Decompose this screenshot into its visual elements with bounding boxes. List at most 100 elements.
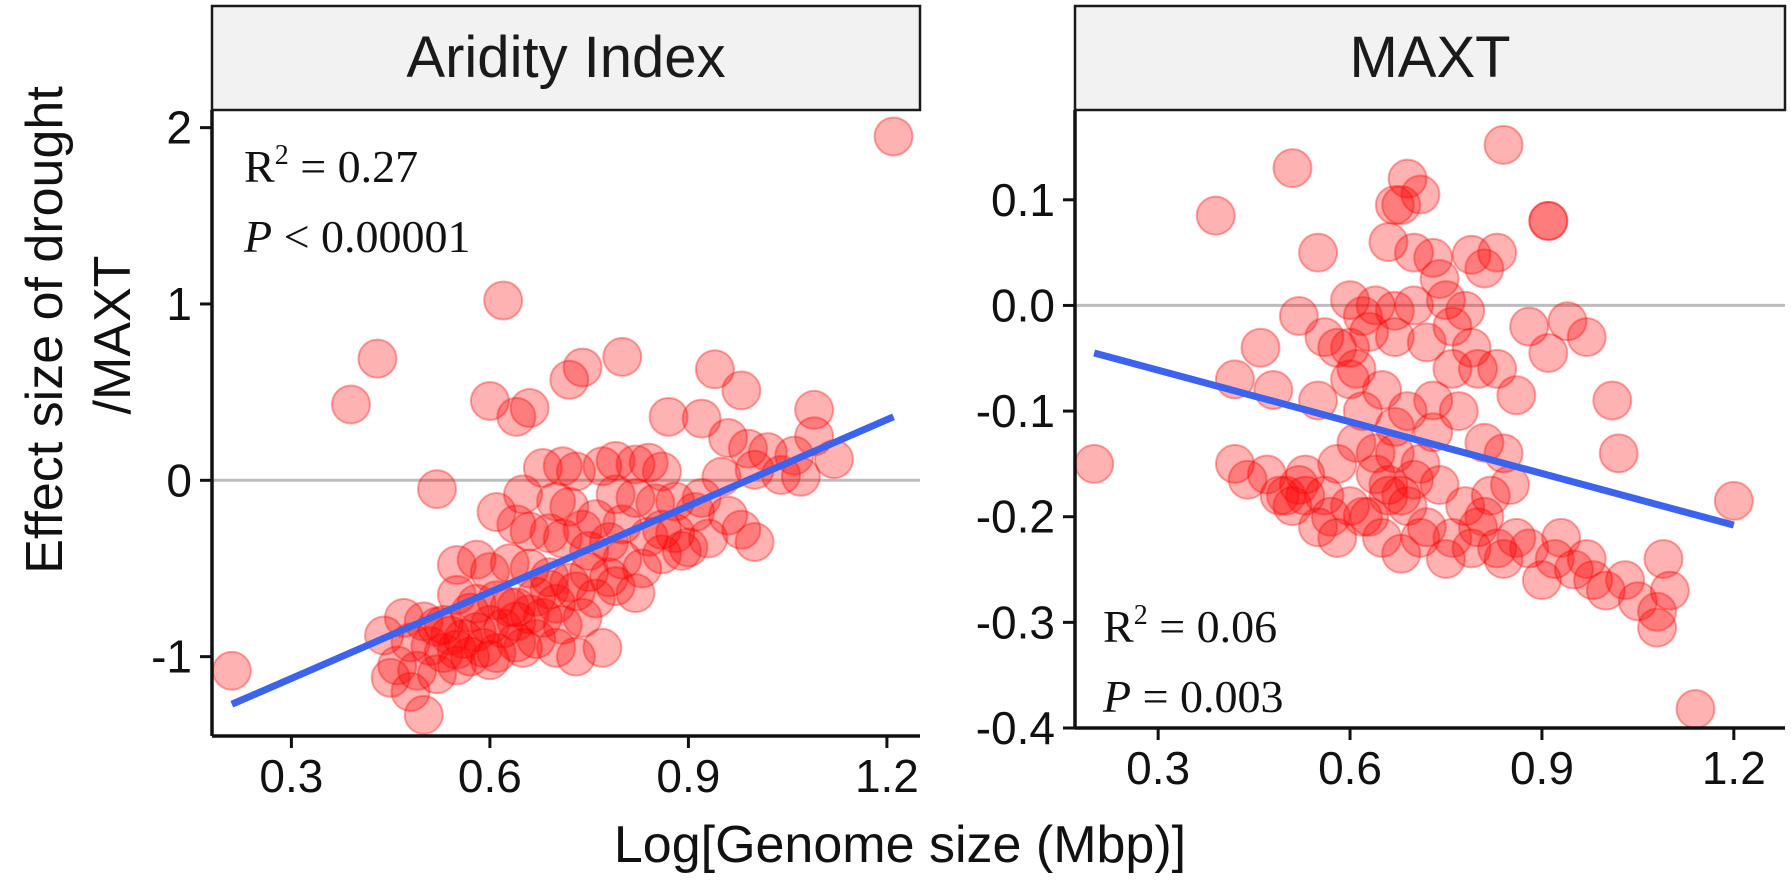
data-point [476,633,517,674]
data-point [1637,607,1678,648]
data-point [463,627,504,668]
data-point [628,442,669,483]
data-point [496,504,537,545]
data-point [1368,465,1409,506]
data-point [575,499,616,540]
regression-line [1093,349,1735,529]
data-point [1464,496,1505,537]
data-point [509,511,550,552]
data-point [1457,507,1498,548]
data-point [1566,538,1607,579]
panel-2-r2-value: = 0.06 [1148,601,1277,652]
panel-1-plot: 0.3 0.6 0.9 1.2 -1 0 1 2 [151,102,920,802]
data-point [1259,475,1300,516]
data-point [595,566,636,607]
panel-1-p-annotation: P < 0.00001 [243,211,471,262]
data-point [1330,486,1371,527]
data-point [1470,475,1511,516]
data-point [1387,486,1428,527]
data-point [1330,327,1371,368]
data-point [516,576,557,617]
data-point [562,597,603,638]
data-point [1317,517,1358,558]
data-point [436,544,477,585]
data-point [1483,538,1524,579]
data-point [536,627,577,668]
y-tick-label: -0.1 [976,385,1055,437]
data-point [549,486,590,527]
panel-2-r2-label: R [1103,601,1134,652]
data-point [496,622,537,663]
data-point [1445,290,1486,331]
data-point [721,370,762,411]
data-point [1496,517,1537,558]
data-point [1400,443,1441,484]
data-point [536,583,577,624]
data-point [423,633,464,674]
data-point [522,447,563,488]
data-point [615,444,656,485]
panel-2-p-label: P [1102,671,1131,722]
data-point [416,654,457,695]
data-point [1387,158,1428,199]
data-point [1381,475,1422,516]
data-point [516,619,557,660]
data-point [641,451,682,492]
data-point [377,645,418,686]
data-point [1285,454,1326,495]
data-point [555,636,596,677]
data-point [549,359,590,400]
data-point [1240,327,1281,368]
data-point [1374,185,1415,226]
points-layer [1074,124,1754,729]
data-point [522,597,563,638]
data-point [416,469,457,510]
data-point [390,671,431,712]
data-point [370,657,411,698]
data-point [582,627,623,668]
panel-2-title: MAXT [1349,25,1510,90]
data-point [1349,311,1390,352]
data-point [456,539,497,580]
data-point [1547,301,1588,342]
y-axis-title: Effect size of drought /MAXT [16,86,142,574]
x-axis-title: Log[Genome size (Mbp)] [614,816,1186,874]
x-tick-label: 0.6 [458,750,522,802]
panel-1-p-value: < 0.00001 [272,211,470,262]
data-point [436,629,477,670]
data-point [549,562,590,603]
data-point [1336,348,1377,389]
y-tick-label: 0.1 [991,174,1055,226]
data-point [1553,549,1594,590]
data-point [727,428,768,469]
data-point [483,280,524,321]
data-point [1362,369,1403,410]
y-axis-title-line1: Effect size of drought [16,86,74,574]
data-point [1477,232,1518,273]
data-point [469,640,510,681]
data-point [211,650,252,691]
data-point [1438,391,1479,432]
y-axis-title-line2: /MAXT [84,256,142,415]
data-point [1432,348,1473,389]
data-point [1534,538,1575,579]
y-tick-label: 0.0 [991,279,1055,331]
data-point [1355,454,1396,495]
panel-2-r2-annotation: R2 = 0.06 [1103,600,1277,652]
data-point [1381,533,1422,574]
panel-2-strip [1073,4,1787,112]
data-point [542,446,583,487]
data-point [509,388,550,429]
panel-1-title: Aridity Index [406,25,725,90]
y-tick-label: 0 [166,454,192,506]
data-point [555,571,596,612]
data-point [648,396,689,437]
y-tick-label: 2 [166,102,192,154]
data-point [1592,380,1633,421]
data-point [1394,285,1435,326]
data-point [1451,528,1492,569]
data-point [1451,327,1492,368]
data-point [1464,248,1505,289]
data-point [1355,433,1396,474]
data-point [1432,517,1473,558]
